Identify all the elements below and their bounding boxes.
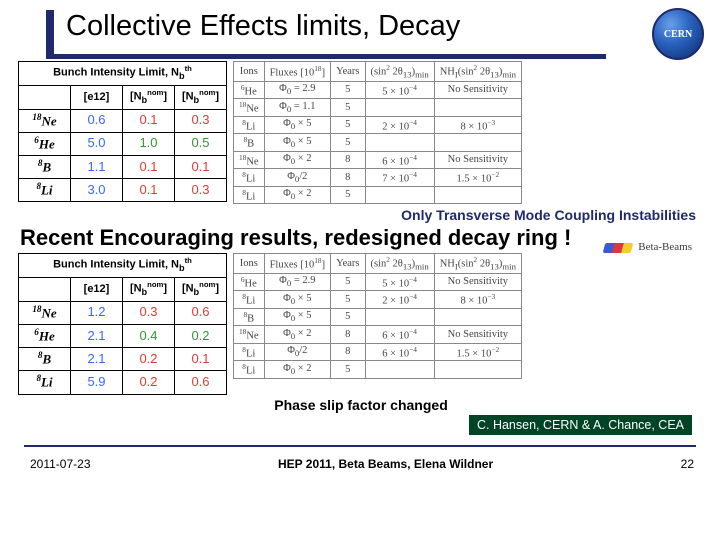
note-tmci: Only Transverse Mode Coupling Instabilit… <box>18 207 696 223</box>
ion-flux-table-1: IonsFluxes [1018]Years (sin2 2θ13)min NH… <box>233 61 522 204</box>
footer-date: 2011-07-23 <box>30 457 91 471</box>
beta-beams-badge: Beta-Beams <box>604 241 692 253</box>
title-accent-v <box>46 10 54 58</box>
note-phase-slip: Phase slip factor changed <box>18 397 704 413</box>
ion-flux-table-2: IonsFluxes [1018]Years (sin2 2θ13)min NH… <box>233 253 522 379</box>
footer-page: 22 <box>681 457 694 471</box>
page-title: Collective Effects limits, Decay <box>58 10 700 43</box>
footer-center: HEP 2011, Beta Beams, Elena Wildner <box>278 457 493 471</box>
stripes-icon <box>603 243 634 253</box>
heading-recent: Recent Encouraging results, redesigned d… <box>20 225 704 251</box>
logo-text: CERN <box>664 29 692 40</box>
footer: 2011-07-23 HEP 2011, Beta Beams, Elena W… <box>0 447 720 471</box>
upper-row: Bunch Intensity Limit, Nbth [e12] [Nbnom… <box>18 61 704 204</box>
beta-label: Beta-Beams <box>638 241 692 253</box>
credit-wrap: C. Hansen, CERN & A. Chance, CEA <box>18 415 692 435</box>
content-area: Bunch Intensity Limit, Nbth [e12] [Nbnom… <box>0 57 720 435</box>
title-area: Collective Effects limits, Decay CERN <box>0 0 720 57</box>
lower-row: Beta-Beams Bunch Intensity Limit, Nbth [… <box>18 253 704 394</box>
credit-text: C. Hansen, CERN & A. Chance, CEA <box>469 415 692 435</box>
cern-logo-icon: CERN <box>652 8 704 60</box>
bunch-limit-table-2: Bunch Intensity Limit, Nbth [e12] [Nbnom… <box>18 253 227 394</box>
bunch-limit-table-1: Bunch Intensity Limit, Nbth [e12] [Nbnom… <box>18 61 227 202</box>
